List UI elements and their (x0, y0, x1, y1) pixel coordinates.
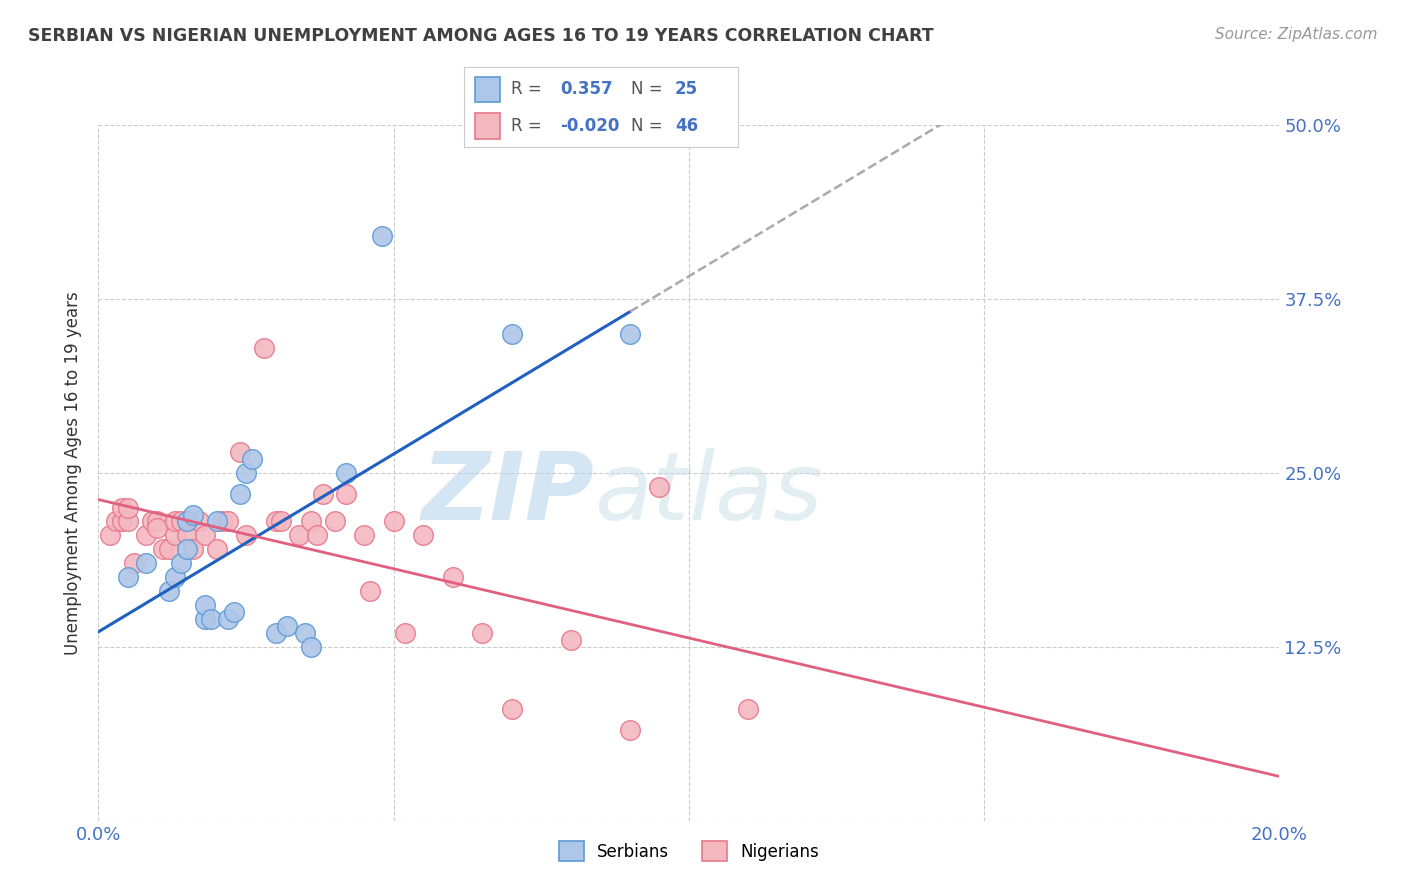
Text: ZIP: ZIP (422, 448, 595, 540)
Text: Source: ZipAtlas.com: Source: ZipAtlas.com (1215, 27, 1378, 42)
Point (264, 515, 287, 529)
Point (648, 480, 671, 494)
Legend: Serbians, Nigerians: Serbians, Nigerians (551, 834, 827, 868)
Point (619, 326, 641, 341)
Point (288, 528, 311, 542)
Point (382, 515, 405, 529)
Point (194, 598, 217, 612)
Point (299, 515, 322, 529)
Point (619, 723, 641, 738)
Point (371, 229, 394, 244)
Point (412, 528, 434, 542)
Point (359, 584, 381, 599)
Point (165, 528, 187, 542)
Text: 46: 46 (675, 117, 699, 135)
Point (335, 466, 357, 480)
Point (264, 625, 287, 640)
FancyBboxPatch shape (475, 113, 499, 139)
Point (111, 500, 134, 515)
Point (117, 500, 139, 515)
Point (229, 445, 252, 459)
Text: 0.357: 0.357 (560, 80, 613, 98)
Point (165, 515, 187, 529)
Point (211, 515, 233, 529)
Text: R =: R = (510, 117, 541, 135)
Point (122, 556, 145, 570)
Text: SERBIAN VS NIGERIAN UNEMPLOYMENT AMONG AGES 16 TO 19 YEARS CORRELATION CHART: SERBIAN VS NIGERIAN UNEMPLOYMENT AMONG A… (28, 27, 934, 45)
Point (146, 515, 169, 529)
Point (165, 570, 187, 584)
Text: N =: N = (631, 80, 662, 98)
Point (105, 515, 128, 529)
Y-axis label: Unemployment Among Ages 16 to 19 years: Unemployment Among Ages 16 to 19 years (65, 291, 83, 655)
Point (152, 542, 174, 557)
Point (737, 702, 759, 716)
Point (117, 515, 139, 529)
Point (141, 515, 163, 529)
Point (229, 486, 252, 500)
Point (181, 508, 204, 522)
Point (135, 528, 157, 542)
Point (270, 515, 292, 529)
Text: atlas: atlas (595, 448, 823, 539)
Point (441, 570, 464, 584)
Point (353, 528, 375, 542)
Point (501, 702, 523, 716)
Point (111, 515, 134, 529)
Point (335, 486, 357, 500)
Point (117, 570, 139, 584)
Point (240, 451, 263, 466)
Point (170, 515, 193, 529)
Text: R =: R = (510, 80, 541, 98)
Point (235, 528, 257, 542)
Point (157, 542, 180, 557)
Point (176, 542, 198, 557)
Text: N =: N = (631, 117, 662, 135)
Point (305, 528, 328, 542)
Point (501, 326, 523, 341)
Point (205, 515, 228, 529)
Point (176, 515, 198, 529)
Point (471, 625, 494, 640)
Point (299, 640, 322, 654)
Point (394, 625, 416, 640)
Point (205, 542, 228, 557)
Point (312, 486, 335, 500)
Point (224, 605, 246, 619)
Text: 25: 25 (675, 80, 699, 98)
Point (276, 619, 298, 633)
Point (253, 341, 276, 355)
Point (176, 528, 198, 542)
Point (294, 625, 316, 640)
Point (135, 556, 157, 570)
Point (560, 632, 582, 647)
Point (194, 528, 217, 542)
Point (181, 542, 204, 557)
Point (200, 612, 222, 626)
Point (146, 521, 169, 535)
Text: -0.020: -0.020 (560, 117, 619, 135)
Point (187, 515, 209, 529)
FancyBboxPatch shape (475, 77, 499, 103)
Point (217, 515, 239, 529)
Point (157, 584, 180, 599)
Point (323, 515, 346, 529)
Point (170, 556, 193, 570)
Point (194, 612, 217, 626)
Point (235, 466, 257, 480)
Point (98, 528, 121, 542)
Point (217, 612, 239, 626)
